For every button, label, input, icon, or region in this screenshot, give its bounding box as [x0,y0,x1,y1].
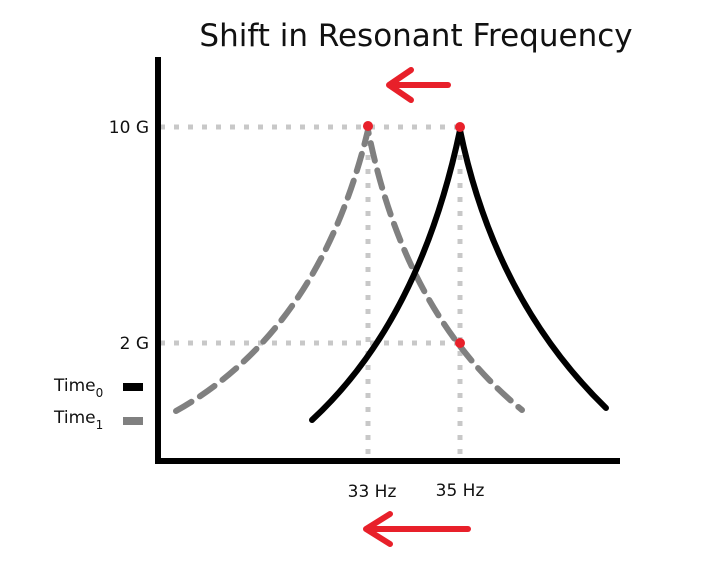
x-tick-label-33hz: 33 Hz [348,482,397,502]
arrow-left-icon [386,67,451,103]
guide-lines [160,124,463,458]
peak-marker-time0 [455,122,465,132]
legend-label-time1: Time1 [53,408,103,432]
intersection-marker [455,338,465,348]
legend-label-time0: Time0 [53,376,103,400]
peak-marker-time1 [363,121,373,131]
arrow-left-icon [363,511,471,547]
y-tick-label-10g: 10 G [109,118,149,138]
legend-swatch-time0 [123,383,143,391]
diagram-title: Shift in Resonant Frequency [199,18,632,54]
x-tick-label-35hz: 35 Hz [436,481,485,501]
legend-swatch-time1 [123,417,143,425]
legend: Time0 Time1 [53,376,143,432]
y-tick-label-2g: 2 G [120,334,149,354]
